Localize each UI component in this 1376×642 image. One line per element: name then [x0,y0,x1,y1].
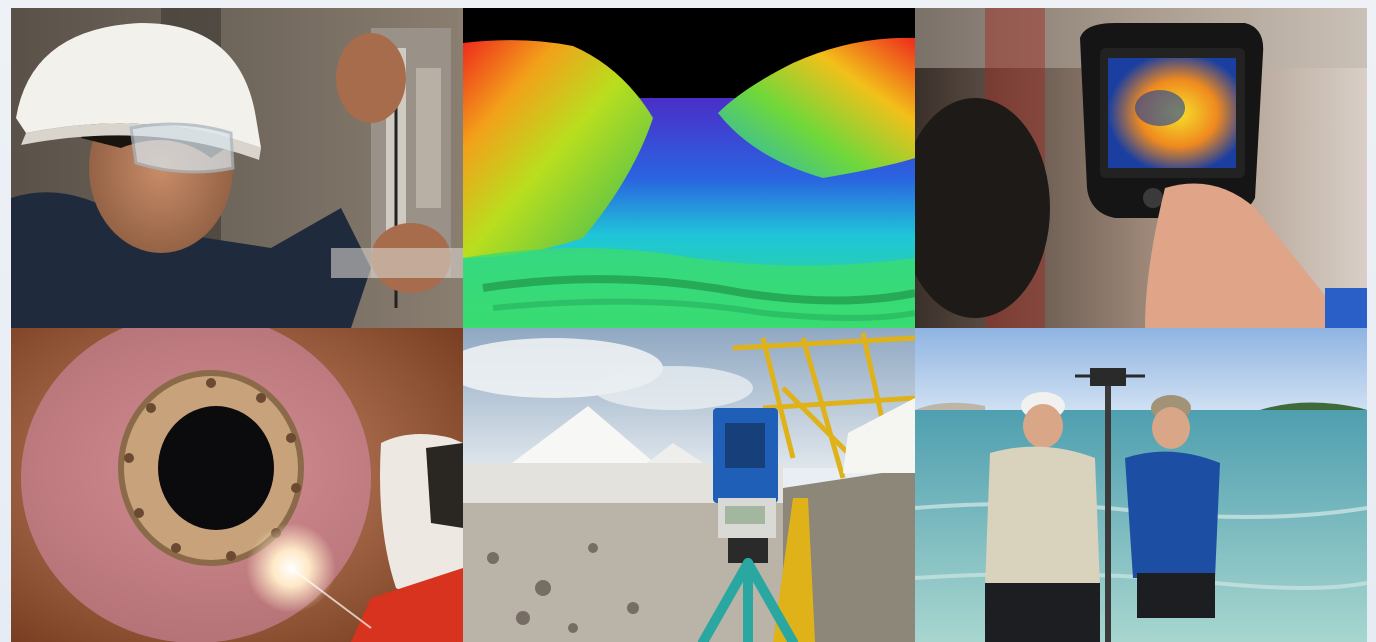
photo-total-station-survey [463,328,915,642]
photo-engineer-hardhat [11,8,463,328]
photo-coastal-gnss-survey [915,328,1367,642]
terrain-map-icon [463,8,915,328]
photo-thermal-camera [915,8,1367,328]
engineer-icon [11,8,463,328]
survey-instrument-icon [463,328,915,642]
welding-icon [11,328,463,642]
photo-bathymetry-3d [463,8,915,328]
photo-collage-grid [11,8,1367,642]
photo-pipe-welding [11,328,463,642]
thermal-camera-icon [915,8,1367,328]
gnss-pole-icon [915,328,1367,642]
